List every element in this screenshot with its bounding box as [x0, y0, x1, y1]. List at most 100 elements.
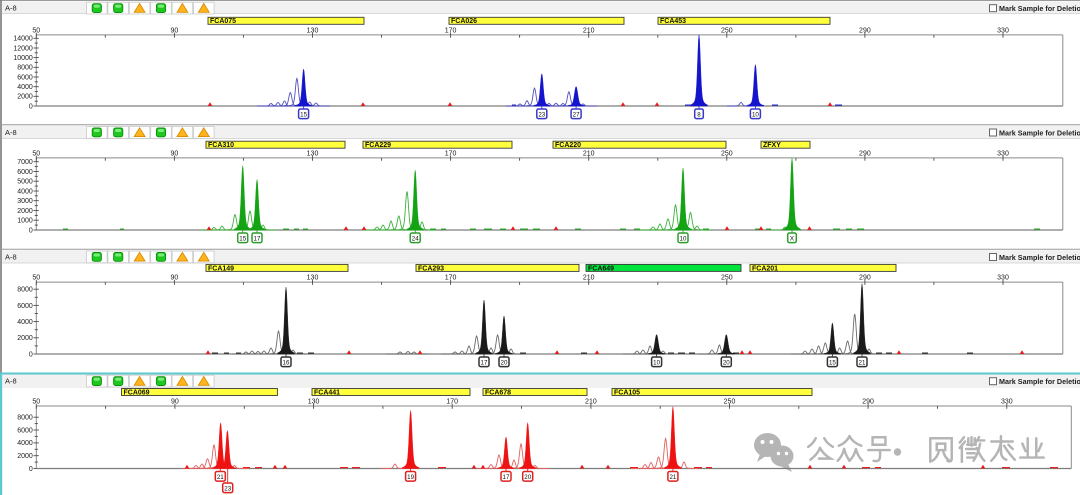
- svg-text:4000: 4000: [17, 440, 33, 447]
- svg-text:FCA649: FCA649: [588, 265, 614, 272]
- svg-text:A-8: A-8: [5, 253, 17, 262]
- svg-text:FCA441: FCA441: [314, 389, 340, 396]
- svg-text:FCA201: FCA201: [752, 265, 778, 272]
- svg-text:90: 90: [171, 398, 179, 405]
- svg-text:50: 50: [32, 398, 40, 405]
- svg-text:250: 250: [724, 398, 736, 405]
- svg-text:15: 15: [829, 359, 836, 366]
- svg-text:FCA026: FCA026: [451, 18, 477, 25]
- svg-text:1000: 1000: [17, 218, 33, 225]
- svg-text:210: 210: [585, 398, 597, 405]
- svg-text:10: 10: [752, 111, 759, 118]
- svg-text:FCA105: FCA105: [614, 389, 640, 396]
- svg-text:330: 330: [997, 275, 1009, 282]
- svg-text:6000: 6000: [17, 169, 33, 176]
- svg-text:170: 170: [445, 150, 457, 157]
- svg-text:4000: 4000: [17, 319, 33, 326]
- svg-text:21: 21: [217, 474, 224, 481]
- svg-text:6000: 6000: [17, 303, 33, 310]
- svg-text:290: 290: [859, 275, 871, 282]
- svg-text:50: 50: [32, 150, 40, 157]
- svg-text:7000: 7000: [17, 159, 33, 166]
- svg-text:Mark Sample for Deletion: Mark Sample for Deletion: [999, 253, 1080, 262]
- svg-text:130: 130: [308, 398, 320, 405]
- svg-text:290: 290: [859, 27, 871, 34]
- svg-text:4000: 4000: [17, 84, 33, 91]
- svg-text:Mark Sample for Deletion: Mark Sample for Deletion: [999, 377, 1080, 386]
- svg-text:FCA678: FCA678: [485, 389, 511, 396]
- svg-text:170: 170: [445, 275, 457, 282]
- svg-text:0: 0: [29, 227, 33, 234]
- svg-text:17: 17: [481, 359, 488, 366]
- svg-text:15: 15: [300, 111, 307, 118]
- svg-text:5000: 5000: [17, 179, 33, 186]
- svg-text:A-8: A-8: [5, 4, 17, 13]
- svg-text:ZFXY: ZFXY: [763, 142, 781, 149]
- svg-text:2000: 2000: [17, 453, 33, 460]
- svg-text:Mark Sample for Deletion: Mark Sample for Deletion: [999, 128, 1080, 137]
- svg-text:FCA229: FCA229: [365, 142, 391, 149]
- svg-text:250: 250: [721, 150, 733, 157]
- svg-text:FCA310: FCA310: [208, 142, 234, 149]
- svg-text:2000: 2000: [17, 208, 33, 215]
- svg-text:330: 330: [997, 150, 1009, 157]
- svg-text:A-8: A-8: [5, 377, 17, 386]
- svg-text:FCA293: FCA293: [418, 265, 444, 272]
- svg-text:19: 19: [407, 474, 414, 481]
- svg-text:170: 170: [445, 27, 457, 34]
- svg-text:8000: 8000: [17, 415, 33, 422]
- svg-text:15: 15: [239, 235, 246, 242]
- svg-text:130: 130: [307, 275, 319, 282]
- svg-text:21: 21: [859, 359, 866, 366]
- svg-text:23: 23: [224, 485, 231, 492]
- svg-text:17: 17: [503, 474, 510, 481]
- svg-text:2000: 2000: [17, 94, 33, 101]
- svg-text:A-8: A-8: [5, 128, 17, 137]
- svg-text:20: 20: [524, 474, 531, 481]
- svg-text:14000: 14000: [13, 36, 33, 43]
- svg-text:12000: 12000: [13, 45, 33, 52]
- svg-text:2000: 2000: [17, 335, 33, 342]
- svg-text:210: 210: [583, 150, 595, 157]
- svg-text:6000: 6000: [17, 74, 33, 81]
- svg-text:290: 290: [862, 398, 874, 405]
- svg-text:10000: 10000: [13, 55, 33, 62]
- svg-text:130: 130: [307, 150, 319, 157]
- svg-text:250: 250: [721, 275, 733, 282]
- svg-text:FCA220: FCA220: [555, 142, 581, 149]
- svg-text:3000: 3000: [17, 198, 33, 205]
- svg-text:330: 330: [1001, 398, 1013, 405]
- svg-text:16: 16: [283, 359, 290, 366]
- svg-text:27: 27: [573, 111, 580, 118]
- svg-text:90: 90: [171, 27, 179, 34]
- svg-text:Mark Sample for Deletion: Mark Sample for Deletion: [999, 4, 1080, 13]
- svg-text:20: 20: [501, 359, 508, 366]
- svg-text:4000: 4000: [17, 188, 33, 195]
- svg-text:170: 170: [446, 398, 458, 405]
- svg-text:90: 90: [171, 275, 179, 282]
- svg-text:130: 130: [307, 27, 319, 34]
- svg-text:8000: 8000: [17, 65, 33, 72]
- svg-text:210: 210: [583, 27, 595, 34]
- svg-text:0: 0: [29, 103, 33, 110]
- svg-text:20: 20: [723, 359, 730, 366]
- svg-text:50: 50: [32, 27, 40, 34]
- svg-text:FCA149: FCA149: [208, 265, 234, 272]
- svg-text:FCA069: FCA069: [124, 389, 150, 396]
- svg-text:210: 210: [583, 275, 595, 282]
- svg-text:6000: 6000: [17, 427, 33, 434]
- svg-text:10: 10: [680, 235, 687, 242]
- svg-text:21: 21: [669, 474, 676, 481]
- svg-text:330: 330: [997, 27, 1009, 34]
- svg-text:FCA453: FCA453: [660, 18, 686, 25]
- svg-text:50: 50: [32, 275, 40, 282]
- svg-text:8: 8: [697, 111, 701, 118]
- svg-text:290: 290: [859, 150, 871, 157]
- svg-text:0: 0: [29, 466, 33, 473]
- svg-text:90: 90: [171, 150, 179, 157]
- svg-text:8000: 8000: [17, 287, 33, 294]
- svg-text:10: 10: [653, 359, 660, 366]
- svg-text:17: 17: [254, 235, 261, 242]
- svg-text:0: 0: [29, 351, 33, 358]
- svg-text:X: X: [790, 235, 794, 242]
